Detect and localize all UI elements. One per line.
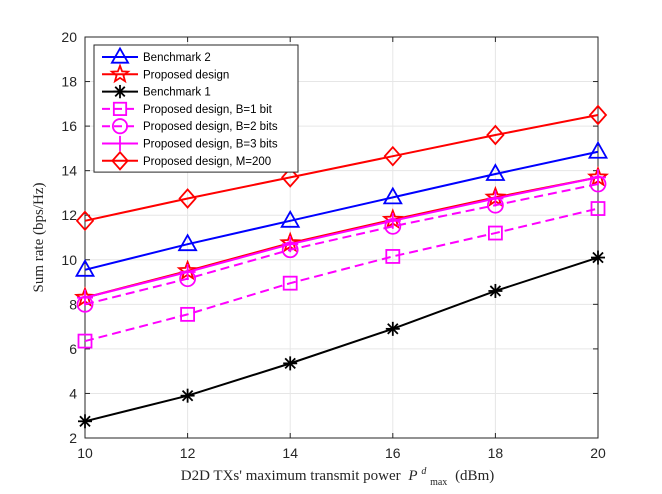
y-tick-label: 4 xyxy=(69,385,77,401)
legend-label: Proposed design, B=3 bits xyxy=(143,139,278,151)
data-point xyxy=(179,264,196,281)
legend-label: Benchmark 2 xyxy=(143,52,211,64)
series-benchmark-1 xyxy=(78,250,605,429)
x-tick-label: 18 xyxy=(488,445,504,461)
x-axis-label-unit: (dBm) xyxy=(455,468,494,484)
legend-entry: Proposed design xyxy=(102,63,229,84)
data-point xyxy=(383,145,403,167)
legend-label: Proposed design xyxy=(143,69,229,81)
legend-label: Proposed design, B=2 bits xyxy=(143,121,278,133)
data-point xyxy=(112,101,128,116)
axes: 10 12 14 16 18 20 2 4 6 8 10 12 14 16 18 20 xyxy=(61,29,606,461)
series-line xyxy=(84,150,599,271)
data-point xyxy=(487,225,503,241)
y-tick-label: 14 xyxy=(61,163,77,179)
data-point xyxy=(180,306,196,322)
data-point xyxy=(385,321,400,336)
y-tick-label: 16 xyxy=(61,118,77,134)
series-line xyxy=(84,176,599,299)
x-tick-label: 20 xyxy=(590,445,606,461)
data-point xyxy=(75,210,95,232)
data-point xyxy=(110,46,130,64)
x-tick-label: 12 xyxy=(180,445,196,461)
y-tick-label: 20 xyxy=(61,29,77,45)
x-tick-label: 10 xyxy=(77,445,93,461)
data-point xyxy=(588,104,608,126)
data-point xyxy=(112,135,128,152)
x-axis-label-sub: max xyxy=(430,477,447,488)
data-point xyxy=(178,188,197,209)
data-point xyxy=(283,356,298,371)
x-axis-label: D2D TXs' maximum transmit power P d max … xyxy=(181,462,494,489)
legend: Benchmark 2 Proposed design Benchmark 1 Pro… xyxy=(93,44,299,173)
x-axis-label-text: D2D TXs' maximum transmit power xyxy=(181,468,401,484)
y-tick-label: 18 xyxy=(61,74,77,90)
data-point xyxy=(78,414,92,429)
data-point xyxy=(280,166,300,188)
data-point xyxy=(109,63,131,84)
data-point xyxy=(488,283,503,298)
series-proposed-design-b-3-bits xyxy=(77,169,606,306)
data-point xyxy=(77,333,93,349)
data-point xyxy=(77,289,93,306)
data-point xyxy=(113,84,127,99)
series-proposed-design-m-200 xyxy=(75,104,608,232)
data-point xyxy=(282,236,299,253)
legend-entry: Proposed design, B=1 bit xyxy=(102,101,273,116)
y-tick-label: 2 xyxy=(69,430,77,446)
data-point xyxy=(111,150,129,171)
data-point xyxy=(177,233,198,252)
y-tick-label: 6 xyxy=(69,341,77,357)
series-proposed-design xyxy=(74,165,609,307)
data-point xyxy=(485,163,506,181)
legend-entry: Proposed design, M=200 xyxy=(102,150,271,171)
data-point xyxy=(486,124,505,146)
data-point xyxy=(180,388,195,403)
data-point xyxy=(590,169,606,186)
series-line xyxy=(84,183,599,306)
series-line xyxy=(84,256,599,423)
data-point xyxy=(74,258,96,277)
legend-label: Benchmark 1 xyxy=(143,87,211,99)
y-tick-label: 10 xyxy=(61,252,77,268)
data-point xyxy=(282,275,298,291)
series-proposed-design-b-1-bit xyxy=(77,201,606,349)
series-line xyxy=(84,176,599,299)
y-tick-label: 12 xyxy=(61,207,77,223)
data-point xyxy=(280,209,301,228)
x-axis-label-sup: d xyxy=(421,466,427,477)
x-tick-label: 14 xyxy=(282,445,298,461)
series-benchmark-2 xyxy=(74,140,609,277)
series-proposed-design-b-2-bits xyxy=(76,175,607,313)
x-axis-label-symbol: P xyxy=(407,468,417,484)
data-point xyxy=(382,186,403,205)
x-tick-label: 16 xyxy=(385,445,401,461)
series-line xyxy=(84,207,599,343)
legend-entry: Proposed design, B=3 bits xyxy=(102,135,278,152)
data-point xyxy=(487,190,504,207)
y-axis-label: Sum rate (bps/Hz) xyxy=(31,183,47,293)
axis-labels: Sum rate (bps/Hz) D2D TXs' maximum trans… xyxy=(31,183,494,489)
data-point xyxy=(590,201,606,216)
data-point xyxy=(111,118,129,135)
legend-entry: Benchmark 1 xyxy=(102,84,211,99)
data-point xyxy=(384,212,401,229)
data-point xyxy=(591,250,605,265)
y-tick-label: 8 xyxy=(69,296,77,312)
series-layer xyxy=(74,104,609,429)
series-line xyxy=(84,113,599,222)
legend-entry: Proposed design, B=2 bits xyxy=(102,118,278,135)
data-point xyxy=(587,140,609,159)
plot-frame xyxy=(84,36,599,439)
legend-entry: Benchmark 2 xyxy=(102,46,211,64)
legend-label: Proposed design, B=1 bit xyxy=(143,104,273,116)
data-point xyxy=(385,249,401,264)
legend-label: Proposed design, M=200 xyxy=(143,156,271,168)
